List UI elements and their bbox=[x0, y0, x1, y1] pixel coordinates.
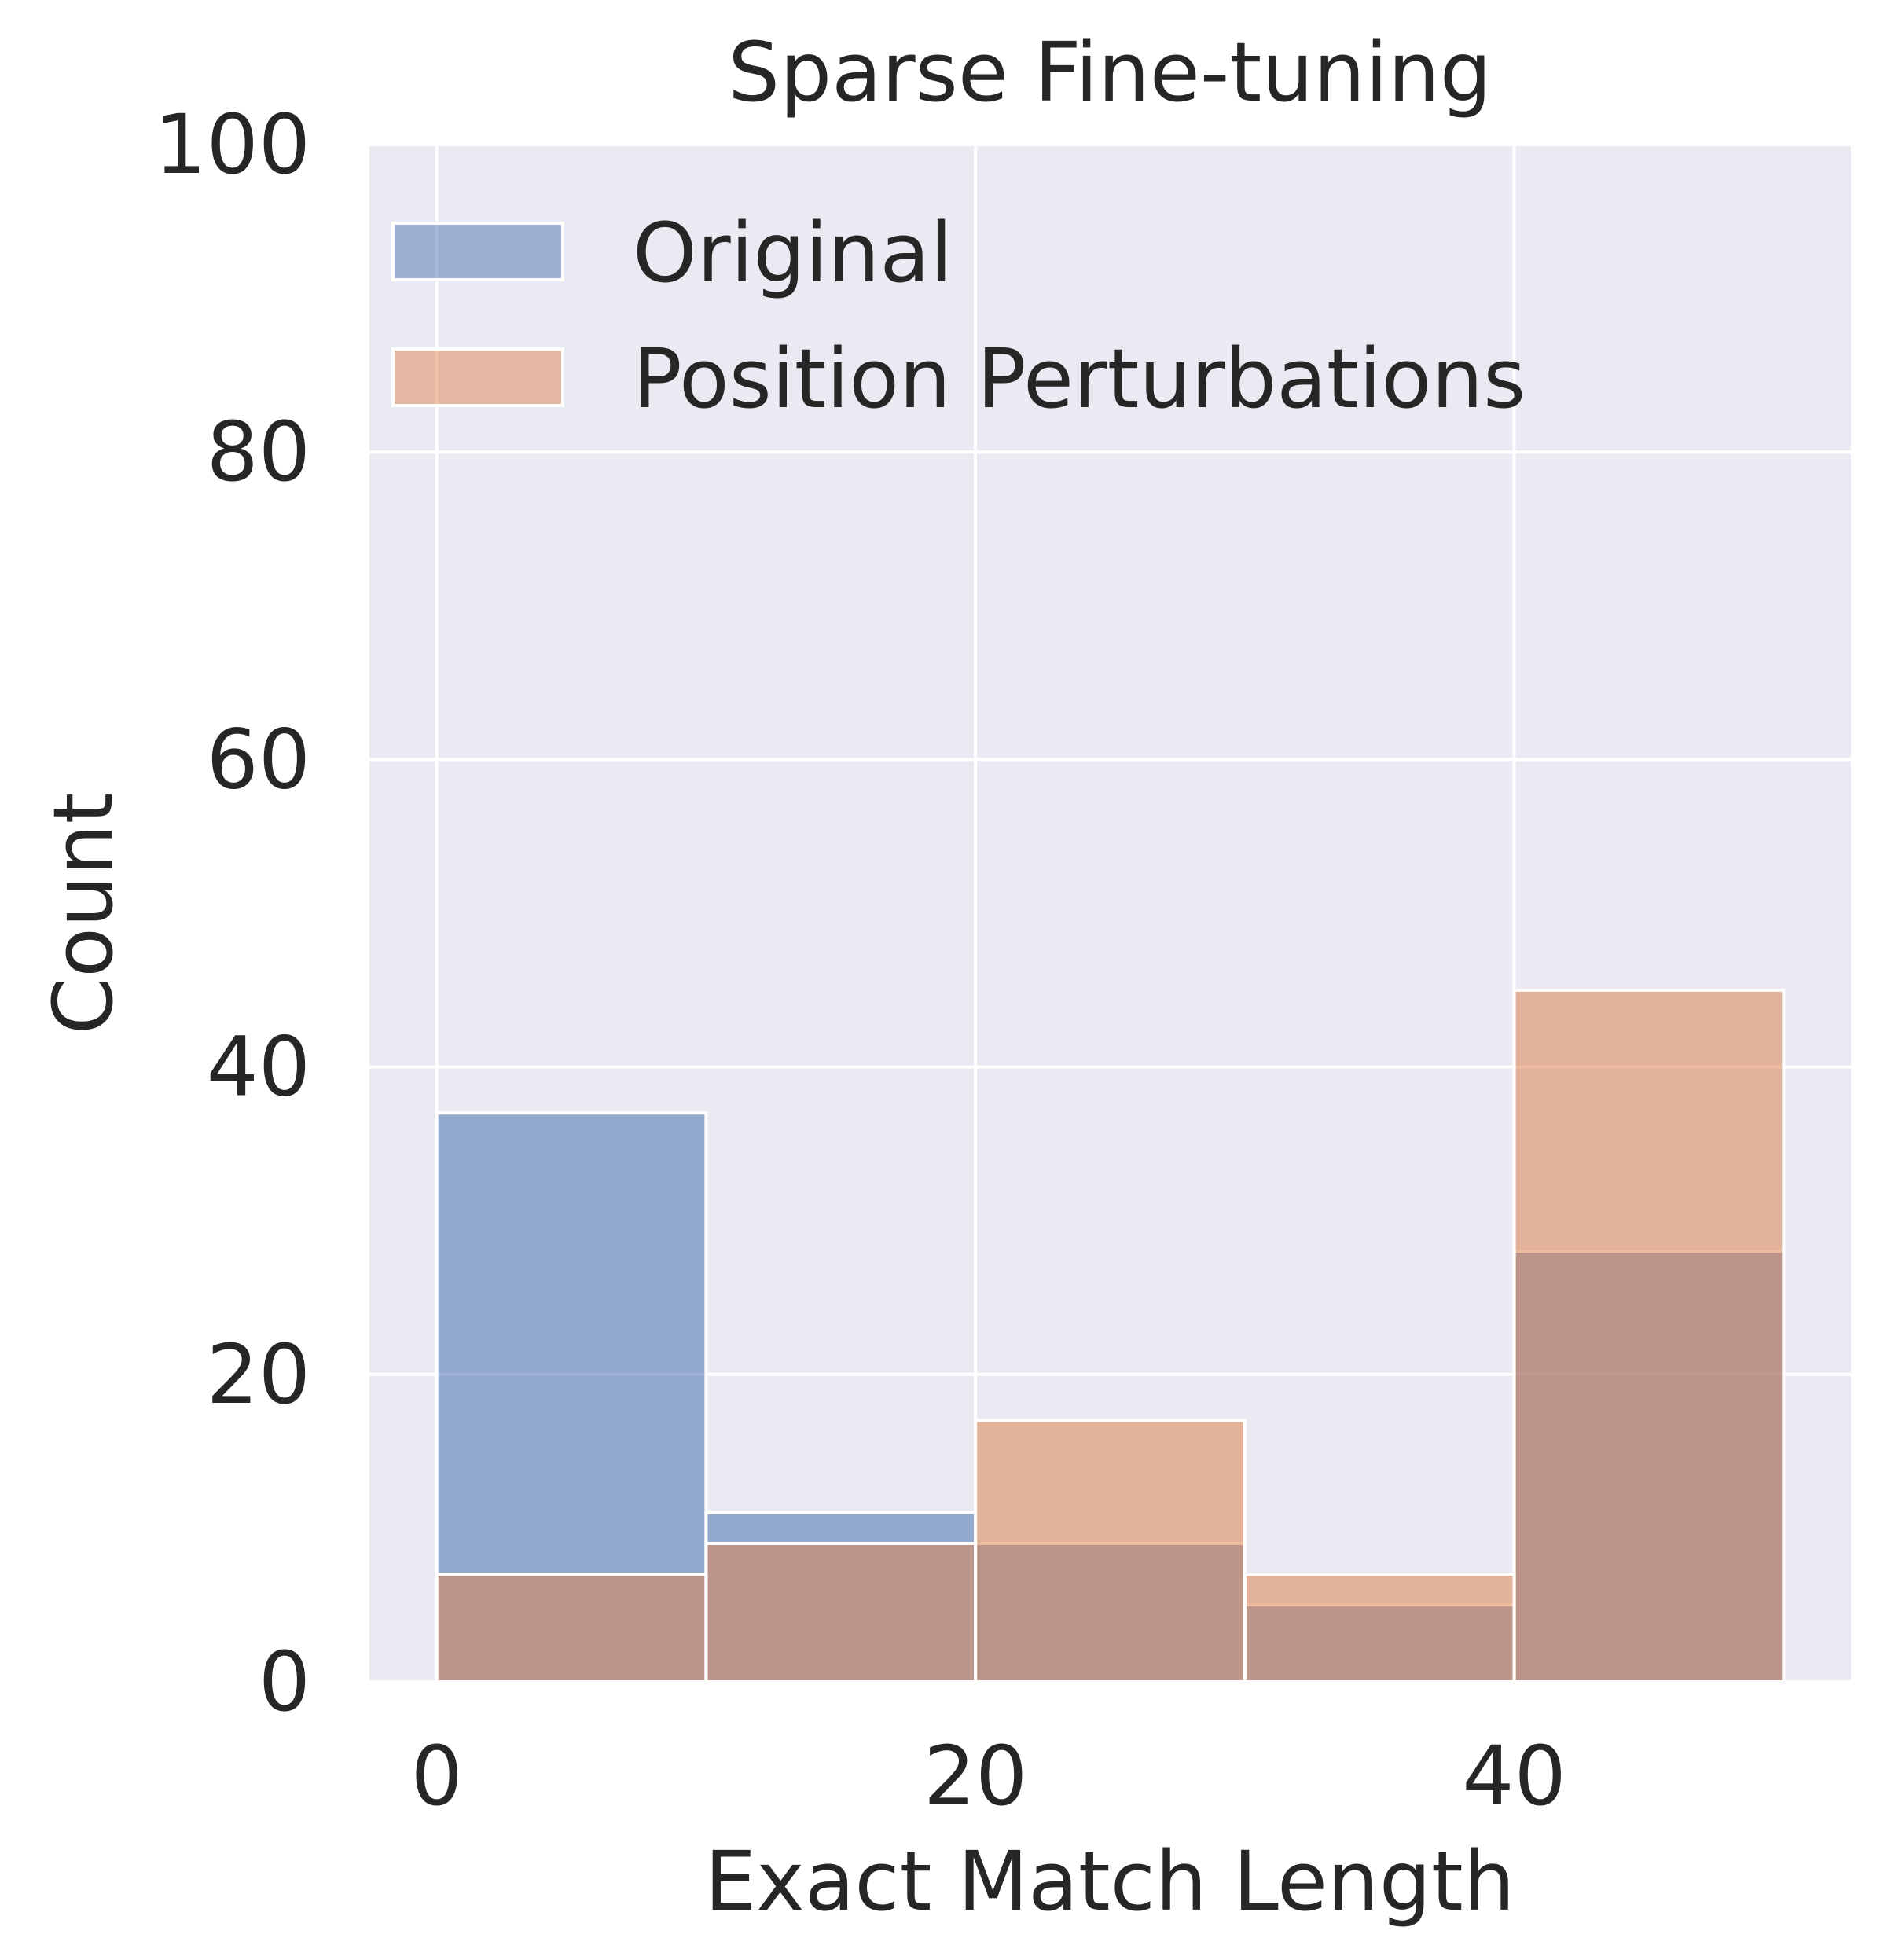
legend-swatch-position-perturbations bbox=[391, 347, 564, 407]
legend-label-position-perturbations: Position Perturbations bbox=[633, 331, 1526, 427]
x-tick-label-0: 0 bbox=[411, 1728, 463, 1824]
bar-position-perturbations-bin-4 bbox=[1512, 988, 1786, 1684]
chart-title: Sparse Fine-tuning bbox=[728, 24, 1492, 120]
x-axis-label: Exact Match Length bbox=[704, 1833, 1515, 1929]
legend-swatch-original bbox=[391, 222, 564, 281]
x-tick-label-40: 40 bbox=[1462, 1728, 1566, 1824]
legend-label-original: Original bbox=[633, 205, 953, 301]
x-tick-label-20: 20 bbox=[923, 1728, 1027, 1824]
y-tick-label-0: 0 bbox=[259, 1634, 310, 1730]
x-tick-labels: 0 20 40 bbox=[411, 1728, 1566, 1824]
y-tick-label-40: 40 bbox=[207, 1019, 310, 1115]
y-tick-labels: 0 20 40 60 80 100 bbox=[154, 97, 310, 1730]
y-tick-label-20: 20 bbox=[207, 1327, 310, 1422]
y-tick-label-80: 80 bbox=[207, 404, 310, 500]
bar-position-perturbations-bin-0 bbox=[435, 1573, 708, 1683]
y-axis-label: Count bbox=[35, 792, 131, 1035]
bar-position-perturbations-bin-1 bbox=[704, 1541, 978, 1683]
bar-position-perturbations-bin-3 bbox=[1243, 1573, 1516, 1683]
bar-position-perturbations-bin-2 bbox=[974, 1419, 1247, 1683]
histogram-bars bbox=[435, 988, 1786, 1684]
y-tick-label-60: 60 bbox=[207, 711, 310, 807]
y-tick-label-100: 100 bbox=[154, 97, 310, 193]
legend: Original Position Perturbations bbox=[391, 205, 1526, 427]
